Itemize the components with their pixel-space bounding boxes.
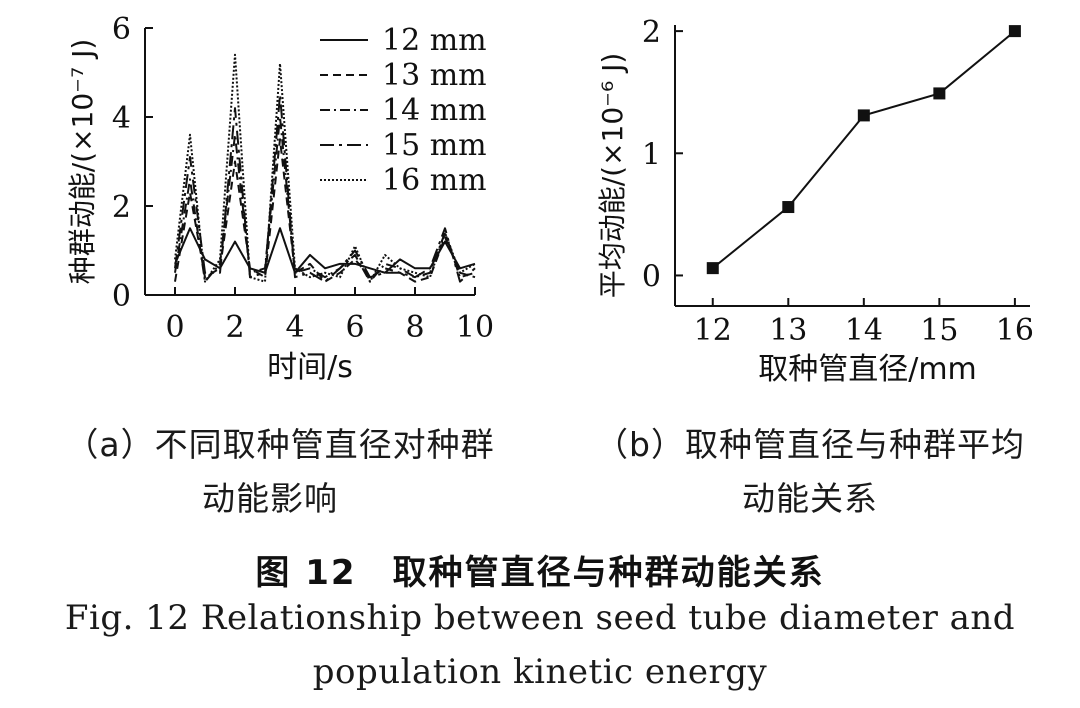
y-tick-label: 2 [112, 190, 131, 225]
legend-label: 12 mm [382, 23, 487, 58]
legend-label: 14 mm [382, 93, 487, 128]
data-point-marker [782, 201, 795, 214]
x-tick-label: 2 [225, 310, 244, 345]
subcaption-a-line1: （a）不同取种管直径对种群 [65, 425, 495, 464]
y-tick-label: 2 [642, 15, 661, 50]
y-tick-label: 0 [642, 259, 661, 294]
y-tick-label: 0 [112, 279, 131, 314]
x-tick-label: 15 [920, 313, 958, 348]
data-point-marker [1008, 25, 1021, 38]
figure-caption-cn: 图 12 取种管直径与种群动能关系 [255, 553, 825, 593]
y-axis-label: 平均动能/(×10⁻⁶ J) [596, 53, 629, 299]
x-tick-label: 12 [694, 313, 732, 348]
figure-caption-en-line1: Fig. 12 Relationship between seed tube d… [64, 598, 1016, 638]
legend-label: 16 mm [382, 163, 487, 198]
series-line-12mm [174, 227, 476, 274]
subcaption-b-line1: （b）取种管直径与种群平均 [595, 425, 1025, 464]
data-point-marker [857, 109, 870, 122]
y-tick-label: 4 [112, 101, 131, 136]
x-tick-label: 10 [456, 310, 494, 345]
data-point-marker [933, 87, 946, 100]
x-tick-label: 14 [845, 313, 883, 348]
series-line-15mm [174, 93, 476, 283]
legend-label: 13 mm [382, 58, 487, 93]
subcaption-a-line2: 动能影响 [202, 479, 338, 518]
series-line-14mm [174, 116, 476, 283]
figure-caption-en-line2: population kinetic energy [312, 652, 768, 692]
y-tick-label: 6 [112, 12, 131, 47]
x-tick-label: 6 [345, 310, 364, 345]
x-tick-label: 0 [165, 310, 184, 345]
series-line-13mm [174, 138, 476, 283]
x-tick-label: 4 [285, 310, 304, 345]
x-tick-label: 8 [405, 310, 424, 345]
x-axis-label: 时间/s [267, 350, 353, 385]
x-axis-label: 取种管直径/mm [758, 352, 977, 387]
y-axis-label: 种群动能/(×10⁻⁷ J) [66, 39, 99, 285]
x-tick-label: 16 [996, 313, 1034, 348]
series-line-16mm [174, 53, 476, 283]
series-line [712, 30, 1016, 269]
legend-label: 15 mm [382, 128, 487, 163]
subcaption-b-line2: 动能关系 [742, 479, 878, 518]
data-point-marker [706, 262, 719, 275]
y-tick-label: 1 [642, 137, 661, 172]
x-tick-label: 13 [769, 313, 807, 348]
